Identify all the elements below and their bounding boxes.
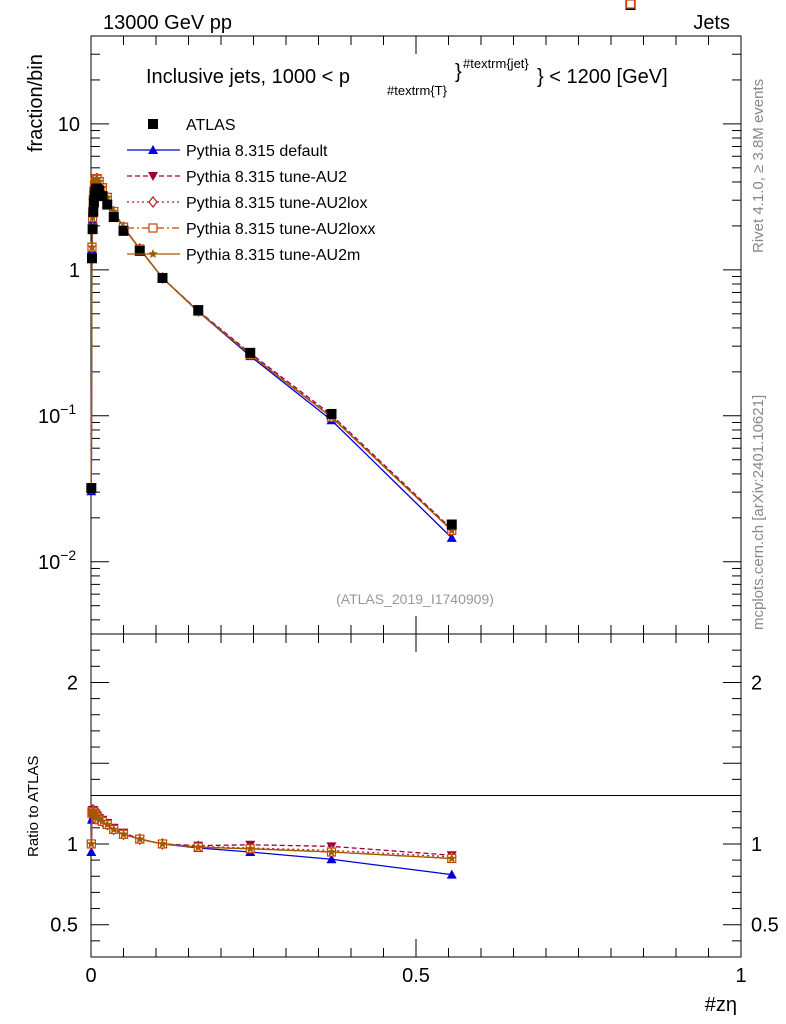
point-ratio-pythia-8-315-tune-au2m (193, 842, 204, 852)
point-main-atlas (86, 253, 97, 264)
point-ratio-pythia-8-315-tune-au2m (86, 838, 97, 848)
y-tick-label-main: 10−1 (38, 401, 76, 428)
legend-label-default: Pythia 8.315 default (186, 143, 328, 160)
point-main-atlas (94, 185, 105, 196)
analysis-label: (ATLAS_2019_I1740909) (336, 591, 494, 607)
legend-entry-default: Pythia 8.315 default (127, 143, 328, 160)
point-ratio-pythia-8-315-tune-au2m (97, 816, 108, 826)
point-ratio-pythia-8-315-tune-au2m (134, 834, 145, 844)
point-ratio-pythia-8-315-tune-au2m (157, 838, 168, 848)
point-ratio-pythia-8-315-tune-au2m (326, 847, 337, 857)
point-main-atlas (134, 245, 145, 256)
point-main-atlas (88, 197, 99, 208)
legend-label-au2m: Pythia 8.315 tune-AU2m (186, 247, 360, 264)
y-tick-label-main: 1 (69, 260, 80, 282)
point-main-pythia-8-315-tune-au2m (108, 206, 119, 216)
point-main-atlas (87, 224, 98, 235)
point-main-atlas (118, 225, 129, 236)
y-tick-label-ratio-left: 2 (67, 672, 78, 694)
point-main-pythia-8-315-tune-au2m (87, 242, 97, 252)
mcplots-label: mcplots.cern.ch [arXiv:2401.10621] (750, 395, 767, 630)
point-main-atlas (446, 519, 457, 530)
legend-marker-pythia-8-315-default (148, 145, 158, 154)
y-tick-label-ratio-right: 1 (751, 834, 762, 856)
point-ratio-pythia-8-315-tune-au2m (92, 813, 102, 823)
x-axis-title: #zη (705, 994, 737, 1016)
header-right: Jets (693, 12, 730, 34)
axis-ticks: 10 1 10−1 10−2 2 2 1 1 0.5 0.5 0 0.5 1 (38, 35, 779, 987)
title-prefix: Inclusive jets, 1000 < p (146, 66, 350, 88)
point-main-pythia-8-315-tune-au2m (92, 174, 102, 184)
y-tick-label-main: 10−2 (38, 547, 76, 574)
point-ratio-pythia-8-315-tune-au2m (446, 853, 457, 863)
legend-label-au2: Pythia 8.315 tune-AU2 (186, 169, 347, 186)
header-left: 13000 GeV pp (103, 12, 232, 34)
legend-marker-pythia-8-315-tune-au2lox (148, 196, 158, 208)
point-main-atlas (86, 483, 97, 494)
ratio-series-layer (86, 0, 636, 879)
legend-label-au2loxx: Pythia 8.315 tune-AU2loxx (186, 221, 375, 238)
legend-entry-atlas: ATLAS (148, 117, 236, 134)
line-ratio-pythia-8-315-default (90, 814, 452, 876)
legend-entry-au2: Pythia 8.315 tune-AU2 (127, 169, 347, 186)
point-main-pythia-8-315-tune-au2m (94, 176, 104, 186)
title-subscript: #textrm{T} (387, 83, 448, 98)
legend-marker-pythia-8-315-tune-au2loxx (148, 223, 158, 233)
y-axis-title-main: fraction/bin (25, 54, 47, 152)
y-tick-label-main: 10 (58, 114, 80, 136)
x-tick-label: 1 (735, 965, 746, 987)
main-series-layer (86, 0, 636, 542)
y-tick-label-ratio-right: 0.5 (751, 915, 779, 937)
legend-entry-au2lox: Pythia 8.315 tune-AU2lox (127, 195, 367, 212)
legend-entry-au2m: Pythia 8.315 tune-AU2m (127, 247, 360, 264)
point-main-atlas (88, 206, 99, 217)
point-main-pythia-8-315-default (446, 532, 457, 542)
plot-title: Inclusive jets, 1000 < p #textrm{T} } #t… (146, 56, 668, 98)
rivet-label: Rivet 4.1.0, ≥ 3.8M events (750, 79, 767, 253)
point-ratio-pythia-8-315-tune-au2m (245, 843, 256, 853)
line-ratio-pythia-8-315-tune-au2loxx (90, 811, 452, 860)
y-tick-label-ratio-left: 1 (67, 834, 78, 856)
x-tick-label: 0.5 (402, 965, 430, 987)
point-ratio-pythia-8-315-tune-au2m (118, 829, 129, 839)
title-brace: } (455, 61, 462, 83)
legend-label-au2lox: Pythia 8.315 tune-AU2lox (186, 195, 367, 212)
y-tick-label-ratio-left: 0.5 (50, 915, 78, 937)
point-main-atlas (157, 272, 168, 283)
x-tick-label: 0 (85, 965, 96, 987)
legend-label-atlas: ATLAS (186, 117, 236, 134)
legend-entry-au2loxx: Pythia 8.315 tune-AU2loxx (127, 221, 375, 238)
point-main-atlas (97, 191, 108, 202)
point-main-atlas (102, 199, 113, 210)
point-ratio-pythia-8-315-default (446, 869, 457, 879)
line-ratio-pythia-8-315-tune-au2m (90, 811, 452, 860)
legend-marker-pythia-8-315-tune-au2m (148, 249, 158, 259)
title-suffix: } < 1200 [GeV] (537, 66, 668, 88)
line-ratio-pythia-8-315-tune-au2 (90, 809, 452, 856)
title-superscript: #textrm{jet} (463, 56, 529, 71)
y-tick-label-ratio-right: 2 (751, 672, 762, 694)
point-ratio-pythia-8-315-tune-au2m (94, 814, 104, 824)
point-ratio-pythia-8-315-tune-au2m (102, 819, 113, 829)
point-main-pythia-8-315-tune-au2m (446, 525, 457, 535)
point-main-pythia-8-315-tune-au2m (87, 212, 98, 222)
point-ratio-pythia-8-315-default (86, 847, 97, 857)
point-ratio-pythia-8-315-tune-au2m (108, 824, 119, 834)
legend: ATLAS Pythia 8.315 default Pythia 8.315 … (127, 117, 375, 264)
point-ratio-pythia-8-315-tune-au2loxx (625, 0, 636, 9)
point-main-atlas (193, 305, 204, 316)
point-main-atlas (326, 408, 337, 419)
point-ratio-pythia-8-315-default (326, 854, 337, 864)
point-main-atlas (245, 347, 256, 358)
y-axis-title-ratio: Ratio to ATLAS (25, 756, 42, 857)
legend-marker-atlas (148, 119, 158, 129)
point-main-atlas (108, 212, 119, 223)
legend-marker-pythia-8-315-tune-au2 (148, 172, 158, 181)
